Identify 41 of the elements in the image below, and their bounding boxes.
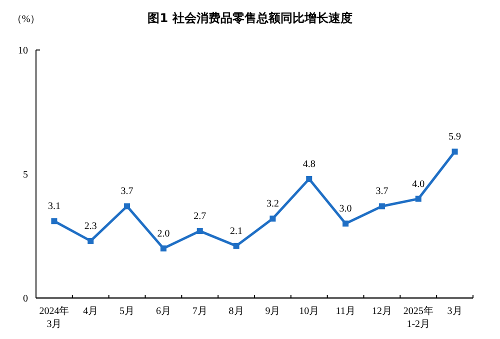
point	[415, 196, 422, 202]
point	[160, 245, 166, 252]
point	[342, 220, 349, 227]
data-label: 2.3	[84, 220, 97, 232]
data-label: 3.2	[266, 198, 279, 210]
data-label: 4.8	[302, 158, 316, 170]
point	[88, 238, 94, 244]
data-label: 3.7	[120, 186, 134, 198]
data-label: 3.7	[376, 186, 388, 198]
y-axis-title: （%）	[12, 14, 40, 25]
x-tick-label: 12月	[372, 306, 392, 317]
point	[196, 228, 203, 234]
x-tick-label: 7月	[192, 306, 208, 317]
data-label: 3.1	[48, 201, 60, 212]
y-tick-label: 5	[23, 170, 28, 180]
chart-title: 图1 社会消费品零售总额同比增长速度	[148, 11, 352, 25]
y-tick-label: 0	[23, 294, 28, 304]
point	[233, 242, 240, 249]
x-tick-label: 2025年 1-2月	[403, 305, 434, 330]
x-tick-label: 10月	[299, 306, 320, 317]
x-tick-label: 9月	[265, 306, 280, 317]
x-tick-label: 5月	[120, 306, 135, 317]
data-label: 2.7	[194, 211, 206, 222]
data-label: 4.0	[412, 178, 425, 190]
data-label: 2.1	[230, 226, 243, 237]
x-tick-label: 11月	[336, 306, 356, 317]
data-label: 2.0	[157, 228, 170, 240]
x-tick-label: 6月	[156, 306, 171, 317]
point	[452, 148, 458, 155]
x-tick-label: 2024年 3月	[39, 305, 70, 330]
x-tick-label: 4月	[83, 306, 98, 317]
x-tick-label: 3月	[447, 306, 462, 317]
x-tick-label: 8月	[228, 306, 244, 317]
point	[51, 218, 58, 224]
point	[124, 203, 130, 210]
point	[306, 176, 312, 182]
data-label: 3.0	[339, 204, 352, 215]
point	[270, 216, 276, 222]
data-label: 5.9	[448, 132, 462, 143]
y-tick-label: 10	[18, 46, 28, 56]
point	[378, 203, 385, 210]
